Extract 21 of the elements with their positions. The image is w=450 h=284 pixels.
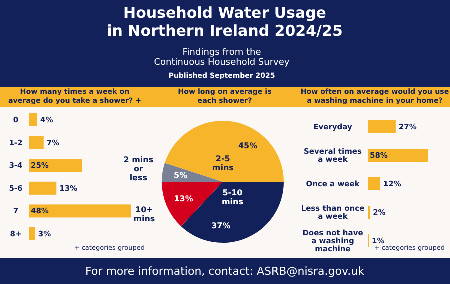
bar bbox=[368, 120, 396, 134]
data-label: 13% bbox=[174, 194, 194, 204]
slice-label: 10+ mins bbox=[134, 206, 156, 224]
text: Household Water Usage in Northern Ireland 2024/25 bbox=[107, 4, 343, 40]
bar bbox=[29, 182, 57, 195]
data-label: 5% bbox=[174, 170, 188, 180]
text: For more information, contact: ASRB@nisra.gov.uk bbox=[86, 265, 366, 278]
bar bbox=[29, 136, 44, 150]
pie-slice bbox=[164, 121, 284, 182]
bar bbox=[29, 159, 82, 172]
bar bbox=[29, 114, 38, 126]
data-label: 37% bbox=[212, 221, 231, 230]
slice-label: 2-5 mins bbox=[212, 154, 234, 173]
slice-label: 2 mins or less bbox=[124, 156, 154, 183]
bar bbox=[368, 149, 428, 162]
text: Findings from the Continuous Household Survey bbox=[154, 48, 290, 68]
bar bbox=[29, 228, 36, 240]
bar bbox=[29, 204, 131, 218]
slice-label: 5-10 mins bbox=[222, 188, 244, 207]
bar bbox=[368, 178, 380, 190]
data-label: 45% bbox=[238, 141, 258, 150]
